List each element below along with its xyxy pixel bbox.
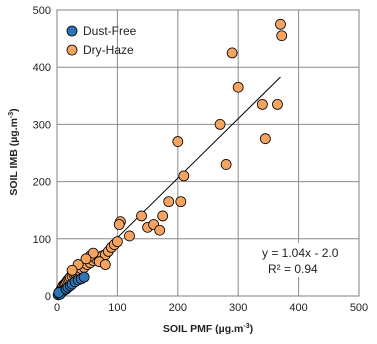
legend-label-dry-haze: Dry-Haze — [83, 43, 134, 57]
dry-haze-point-47 — [272, 98, 283, 110]
y-tick-label-3: 300 — [33, 119, 51, 131]
legend-label-dust-free: Dust-Free — [83, 24, 137, 38]
dry-haze-point-41 — [214, 119, 226, 130]
dry-haze-point-38 — [172, 136, 184, 147]
dry-haze-point-30 — [113, 219, 125, 230]
dry-haze-point-39 — [175, 196, 187, 208]
dry-haze-point-40 — [178, 170, 190, 182]
regression-annotation: y = 1.04x - 2.0 R² = 0.94 — [254, 243, 346, 277]
dust-free-point-15 — [78, 271, 90, 283]
r-squared-label: R² = 0.94 — [268, 262, 318, 276]
legend-marker-dry-haze — [66, 44, 78, 56]
legend: Dust-Free Dry-Haze — [66, 24, 137, 57]
dry-haze-point-28 — [112, 236, 123, 248]
y-tick-label-4: 400 — [33, 62, 51, 74]
dry-haze-point-31 — [124, 230, 135, 242]
dry-haze-point-43 — [226, 47, 238, 59]
legend-marker-dust-free — [66, 25, 78, 37]
y-tick-label-2: 200 — [33, 177, 51, 189]
dry-haze-point-49 — [276, 30, 288, 42]
x-tick-label-4: 400 — [289, 302, 307, 314]
x-tick-label-3: 300 — [229, 302, 247, 314]
tick-labels: 0 100 200 300 400 500 0 100 200 300 400 500 — [33, 5, 369, 314]
dry-haze-point-48 — [275, 18, 286, 30]
x-tick-label-5: 500 — [350, 302, 368, 314]
dry-haze-point-54 — [80, 253, 92, 265]
dry-haze-point-35 — [154, 224, 166, 236]
dry-haze-point-42 — [220, 159, 232, 170]
dry-haze-point-53 — [87, 247, 99, 259]
dry-haze-point-46 — [259, 133, 271, 145]
x-tick-label-1: 100 — [108, 302, 126, 314]
y-tick-label-5: 500 — [33, 5, 51, 17]
y-tick-label-0: 0 — [45, 291, 51, 303]
dry-haze-point-52 — [99, 259, 111, 270]
dry-haze-point-32 — [136, 210, 147, 222]
equation-label: y = 1.04x - 2.0 — [262, 246, 339, 260]
data-points — [52, 18, 288, 301]
dry-haze-point-44 — [232, 81, 244, 93]
y-tick-label-1: 100 — [33, 234, 51, 246]
annotation-background — [254, 243, 346, 277]
dry-haze-point-45 — [256, 98, 268, 110]
dry-haze-point-56 — [66, 264, 78, 276]
y-axis-title: SOIL IMB (µg.m-3) — [8, 108, 20, 195]
x-tick-label-0: 0 — [54, 302, 60, 314]
x-tick-label-2: 200 — [169, 302, 187, 314]
x-axis-title: SOIL PMF (µg.m-3) — [163, 323, 253, 335]
dry-haze-point-36 — [157, 210, 169, 222]
plot-frame — [56, 9, 360, 297]
dry-haze-point-37 — [163, 196, 175, 208]
